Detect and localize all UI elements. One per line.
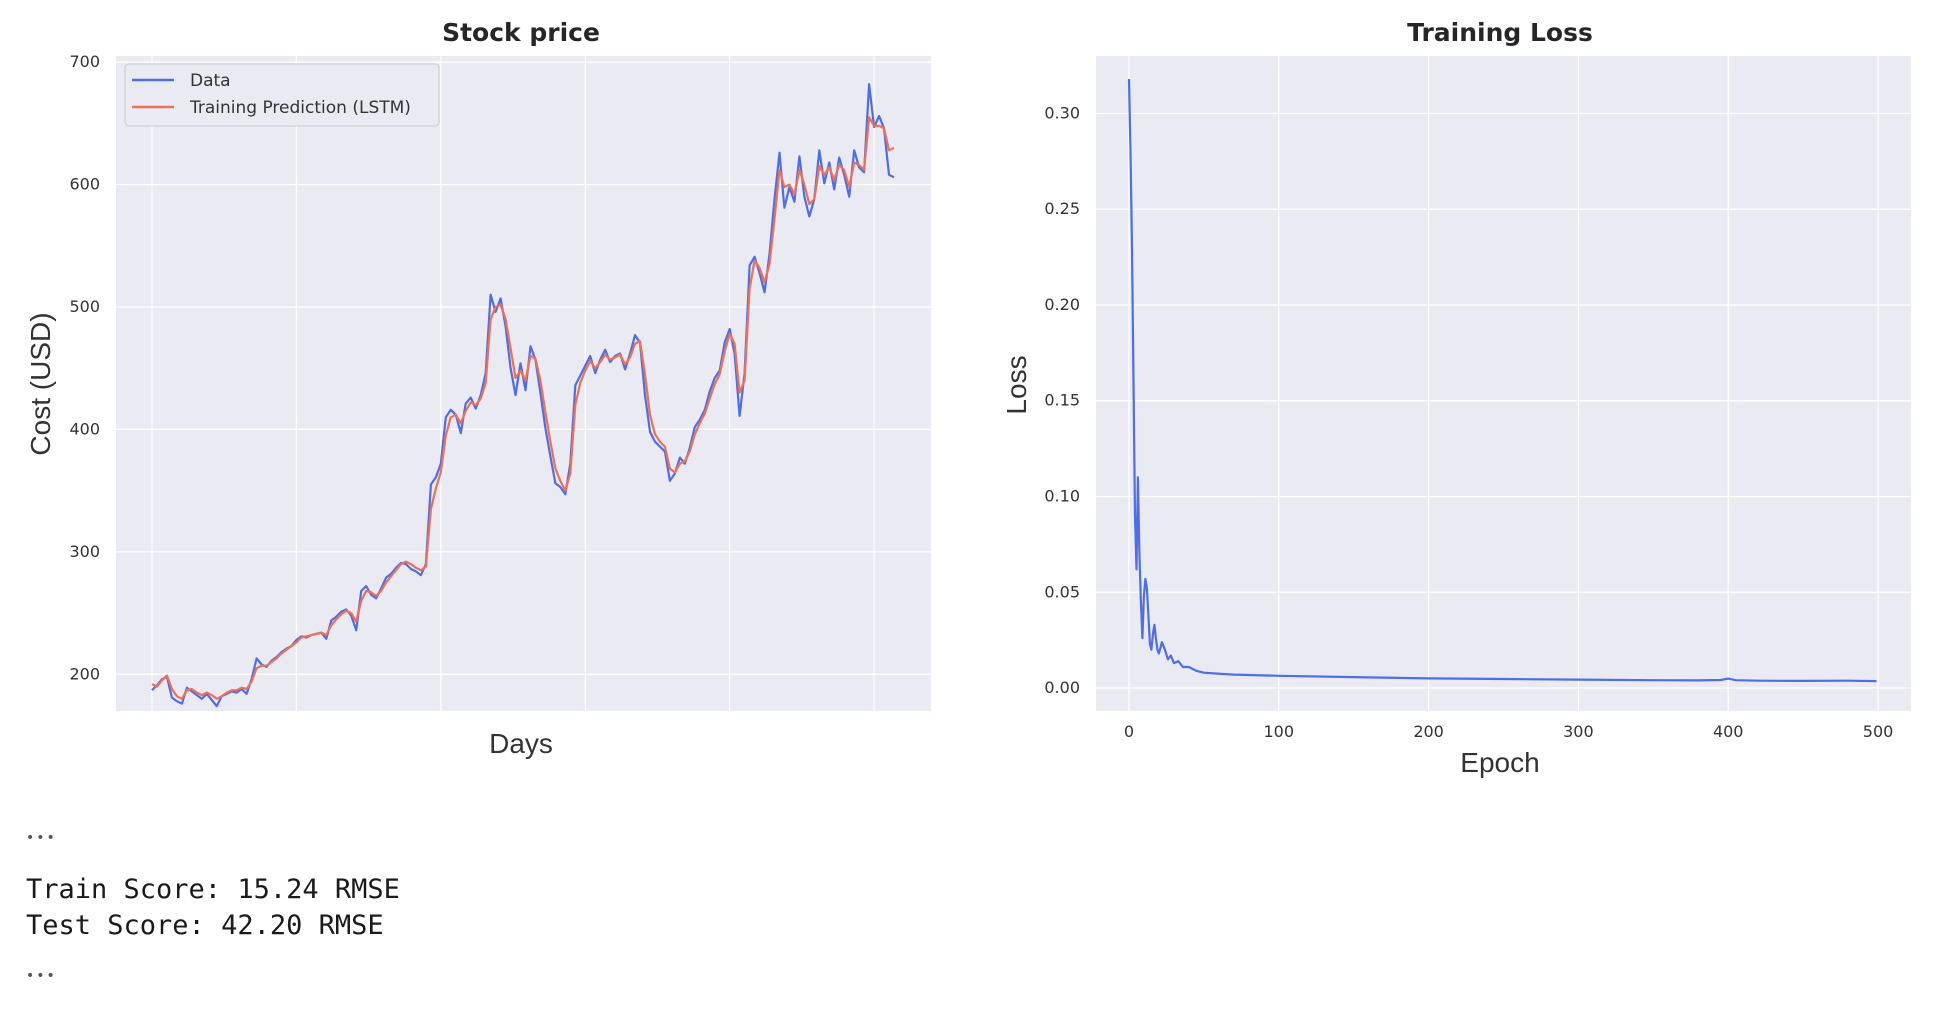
training-loss-x-tick-label: 300 xyxy=(1563,722,1594,741)
stock-price-y-tick-label: 200 xyxy=(69,664,100,683)
training-loss-title: Training Loss xyxy=(1407,18,1593,47)
stock-price-title: Stock price xyxy=(442,18,600,47)
test-score-line: Test Score: 42.20 RMSE xyxy=(26,910,384,941)
training-loss-y-tick-label: 0.10 xyxy=(1044,486,1080,505)
training-loss-y-tick-label: 0.30 xyxy=(1044,103,1080,122)
training-loss-x-tick-label: 200 xyxy=(1413,722,1444,741)
stock-price-y-tick-label: 300 xyxy=(69,542,100,561)
legend-label-data: Data xyxy=(190,71,231,91)
collapse-ellipsis-top[interactable]: ••• xyxy=(26,830,57,846)
stock-price-y-tick-label: 500 xyxy=(69,297,100,316)
training-loss-y-tick-label: 0.15 xyxy=(1044,391,1080,410)
series-line-loss xyxy=(1127,78,1877,683)
training-loss-x-tick-label: 100 xyxy=(1264,722,1295,741)
training-loss-y-tick-label: 0.20 xyxy=(1044,295,1080,314)
training-loss-y-tick-label: 0.05 xyxy=(1044,582,1080,601)
training-loss-chart: Training Loss 0.000.050.100.150.200.250.… xyxy=(1001,18,1911,778)
series-line-training-prediction xyxy=(151,116,895,700)
figure-canvas: Stock price 200 300 400 500 600 700 Data Trai… xyxy=(25,18,1911,778)
training-loss-x-tick-label: 500 xyxy=(1863,722,1894,741)
collapse-ellipsis-bottom[interactable]: ••• xyxy=(26,968,57,984)
stock-price-chart: Stock price 200 300 400 500 600 700 Data Trai… xyxy=(25,18,931,759)
stock-price-y-ticks: 200 300 400 500 600 700 xyxy=(69,52,100,683)
training-loss-x-tick-label: 400 xyxy=(1713,722,1744,741)
legend-frame xyxy=(124,63,440,127)
training-loss-y-tick-label: 0.00 xyxy=(1044,678,1080,697)
stock-price-gridlines xyxy=(116,56,931,711)
stock-price-legend: Data Training Prediction (LSTM) xyxy=(124,63,440,127)
legend-label-prediction: Training Prediction (LSTM) xyxy=(189,98,411,118)
training-loss-plot-area xyxy=(1096,56,1911,711)
training-loss-series xyxy=(1127,78,1877,683)
stock-price-y-tick-label: 600 xyxy=(69,175,100,194)
cell-output: ••• Train Score: 15.24 RMSE Test Score: … xyxy=(26,828,926,986)
training-loss-y-axis-label: Loss xyxy=(1001,355,1032,414)
stock-price-y-axis-label: Cost (USD) xyxy=(25,312,56,455)
training-loss-x-axis-label: Epoch xyxy=(1460,747,1539,778)
stock-price-y-tick-label: 700 xyxy=(69,52,100,71)
stock-price-y-tick-label: 400 xyxy=(69,419,100,438)
training-loss-y-ticks: 0.00 0.05 0.10 0.15 0.20 0.25 0.30 xyxy=(1044,103,1080,697)
training-loss-x-ticks: 0 100 200 300 400 500 xyxy=(1124,722,1893,741)
training-loss-gridlines xyxy=(1096,56,1911,711)
stock-price-series xyxy=(151,83,895,708)
train-score-line: Train Score: 15.24 RMSE xyxy=(26,874,400,905)
training-loss-y-tick-label: 0.25 xyxy=(1044,199,1080,218)
training-loss-x-tick-label: 0 xyxy=(1124,722,1134,741)
stock-price-x-axis-label: Days xyxy=(489,728,553,759)
